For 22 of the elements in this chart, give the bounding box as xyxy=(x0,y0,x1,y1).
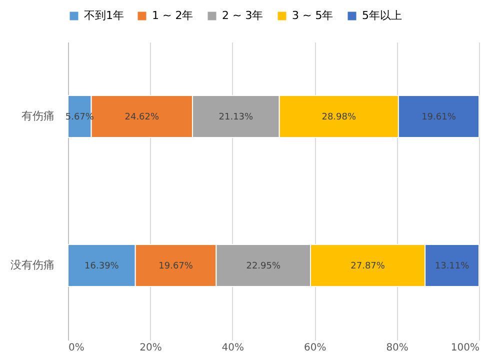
data-label: 24.62% xyxy=(124,112,160,122)
data-label: 13.11% xyxy=(434,262,470,272)
y-tick-label: 没有伤痛 xyxy=(10,258,54,272)
legend-label: 2 ~ 3年 xyxy=(222,9,264,22)
data-label: 27.87% xyxy=(350,262,386,272)
legend-label: 1 ~ 2年 xyxy=(152,9,194,22)
legend-label: 3 ~ 5年 xyxy=(292,9,334,22)
data-label: 22.95% xyxy=(246,262,281,272)
data-label: 16.39% xyxy=(84,262,120,272)
data-label: 21.13% xyxy=(218,112,254,122)
legend-label: 5年以上 xyxy=(362,9,402,22)
x-tick-label: 80% xyxy=(386,342,408,354)
data-label: 28.98% xyxy=(322,112,356,122)
legend-label: 不到1年 xyxy=(84,9,124,22)
x-tick-label: 100% xyxy=(450,342,480,354)
x-tick-label: 40% xyxy=(222,342,244,354)
data-label: 19.61% xyxy=(422,112,456,122)
y-tick-label: 有伤痛 xyxy=(22,110,54,122)
data-label: 19.67% xyxy=(158,262,194,272)
x-tick-label: 0% xyxy=(68,342,84,354)
x-tick-label: 20% xyxy=(140,342,162,354)
x-tick-label: 60% xyxy=(304,342,326,354)
